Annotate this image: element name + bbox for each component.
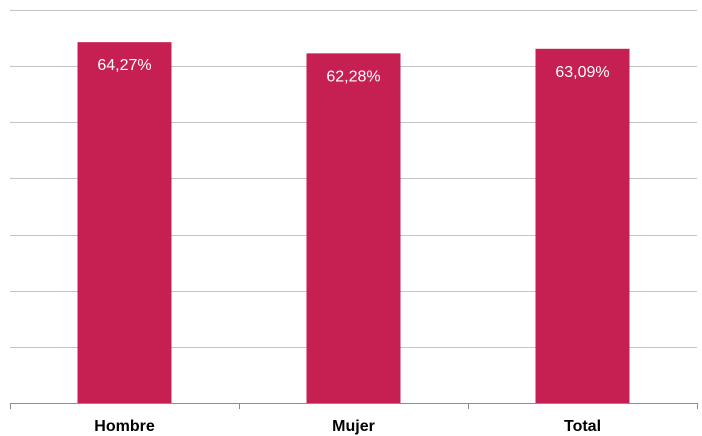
x-axis — [10, 403, 698, 409]
bar-hombre — [78, 42, 172, 403]
x-tick-label-total: Total — [564, 418, 601, 435]
bars — [78, 42, 630, 403]
x-tick-label-mujer: Mujer — [332, 418, 375, 435]
data-label-hombre: 64,27% — [97, 57, 151, 74]
data-label-total: 63,09% — [555, 64, 609, 81]
data-label-mujer: 62,28% — [326, 68, 380, 85]
bar-total — [536, 49, 630, 403]
bar-mujer — [307, 53, 401, 403]
x-tick-label-hombre: Hombre — [94, 418, 155, 435]
